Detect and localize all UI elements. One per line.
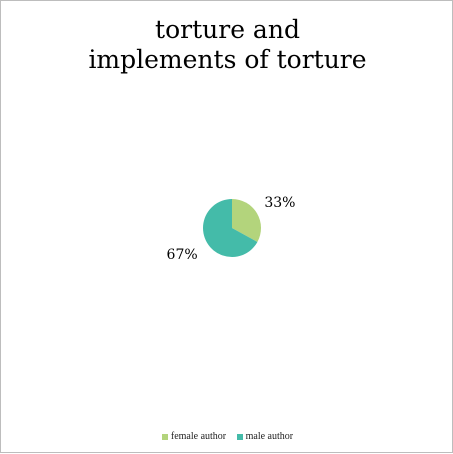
- legend-label-female-author: female author: [170, 431, 227, 442]
- legend-item-male-author: male author: [236, 431, 294, 442]
- pie-slices: [203, 199, 262, 258]
- legend-swatch-female-author: [161, 433, 168, 440]
- pie-label-male-author: 67%: [167, 247, 198, 263]
- legend-swatch-male-author: [236, 433, 243, 440]
- chart-title-line-1: torture and: [155, 15, 300, 44]
- chart-legend: female author male author: [1, 431, 453, 443]
- legend-label-male-author: male author: [245, 431, 294, 442]
- chart-title-line-2: implements of torture: [88, 45, 367, 74]
- pie-slice-male-author: [203, 199, 258, 258]
- chart-title: torture and implements of torture: [1, 15, 453, 75]
- pie-slice-female-author: [232, 199, 262, 242]
- legend-item-female-author: female author: [161, 431, 227, 442]
- pie-label-female-author: 33%: [264, 195, 295, 211]
- pie-labels: 33% 67%: [167, 195, 296, 263]
